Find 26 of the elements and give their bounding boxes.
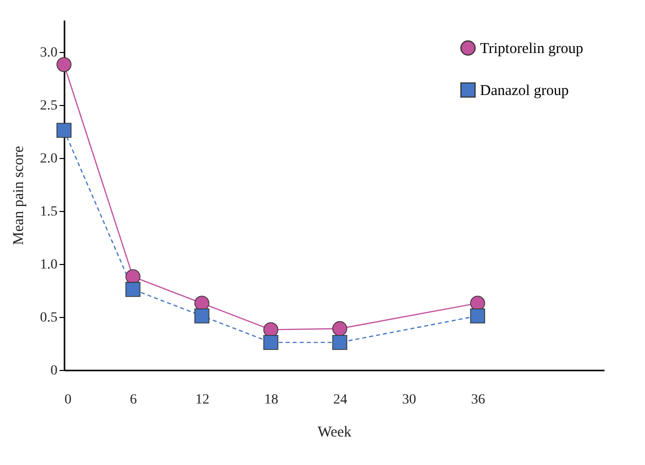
y-tick-label: 1.0: [40, 257, 58, 272]
x-tick-label: 12: [195, 392, 210, 408]
point: [56, 57, 72, 72]
point: [125, 282, 140, 297]
legend-label: Triptorelin group: [480, 41, 584, 57]
x-tick-label: 36: [471, 392, 486, 408]
x-tick-label: 18: [264, 392, 278, 408]
legend-label: Danazol group: [480, 83, 569, 99]
y-axis-title: Mean pain score: [11, 146, 27, 246]
point: [332, 334, 348, 350]
y-tick-label: 0: [50, 364, 58, 378]
y-tick-label: 2.5: [40, 98, 58, 114]
point: [263, 334, 278, 350]
point: [56, 122, 72, 138]
x-tick-label: 24: [333, 392, 348, 408]
x-axis-title: Week: [318, 424, 352, 440]
point: [332, 321, 348, 336]
x-tick-label: 6: [130, 392, 137, 408]
y-tick-label: 1.5: [40, 204, 58, 220]
x-tick-label: 30: [402, 392, 416, 408]
point: [470, 308, 486, 324]
point: [194, 308, 210, 324]
x-tick-label: 0: [64, 392, 72, 408]
y-tick-label: 3.0: [40, 45, 58, 60]
y-tick-label: 0.5: [40, 310, 58, 326]
y-tick-label: 2.0: [40, 151, 58, 166]
